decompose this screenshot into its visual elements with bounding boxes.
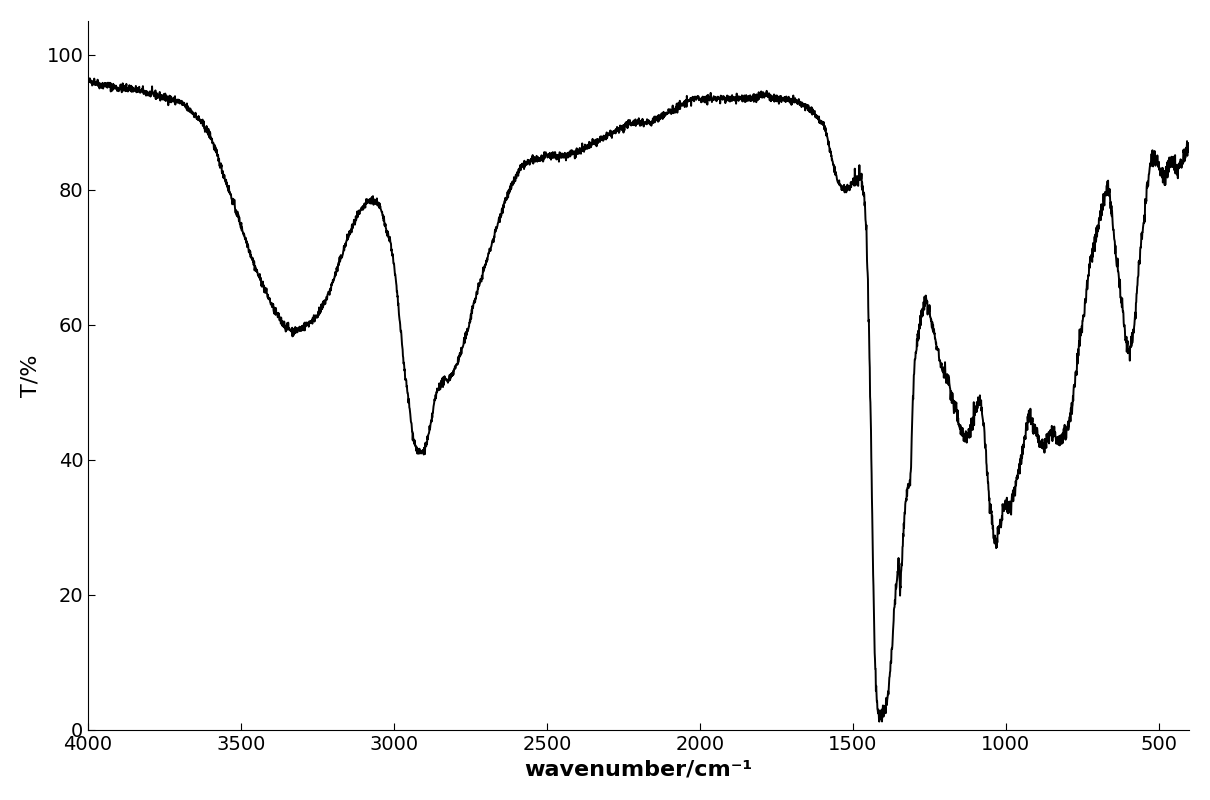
Y-axis label: T/%: T/% — [21, 354, 41, 397]
X-axis label: wavenumber/cm⁻¹: wavenumber/cm⁻¹ — [524, 759, 753, 779]
